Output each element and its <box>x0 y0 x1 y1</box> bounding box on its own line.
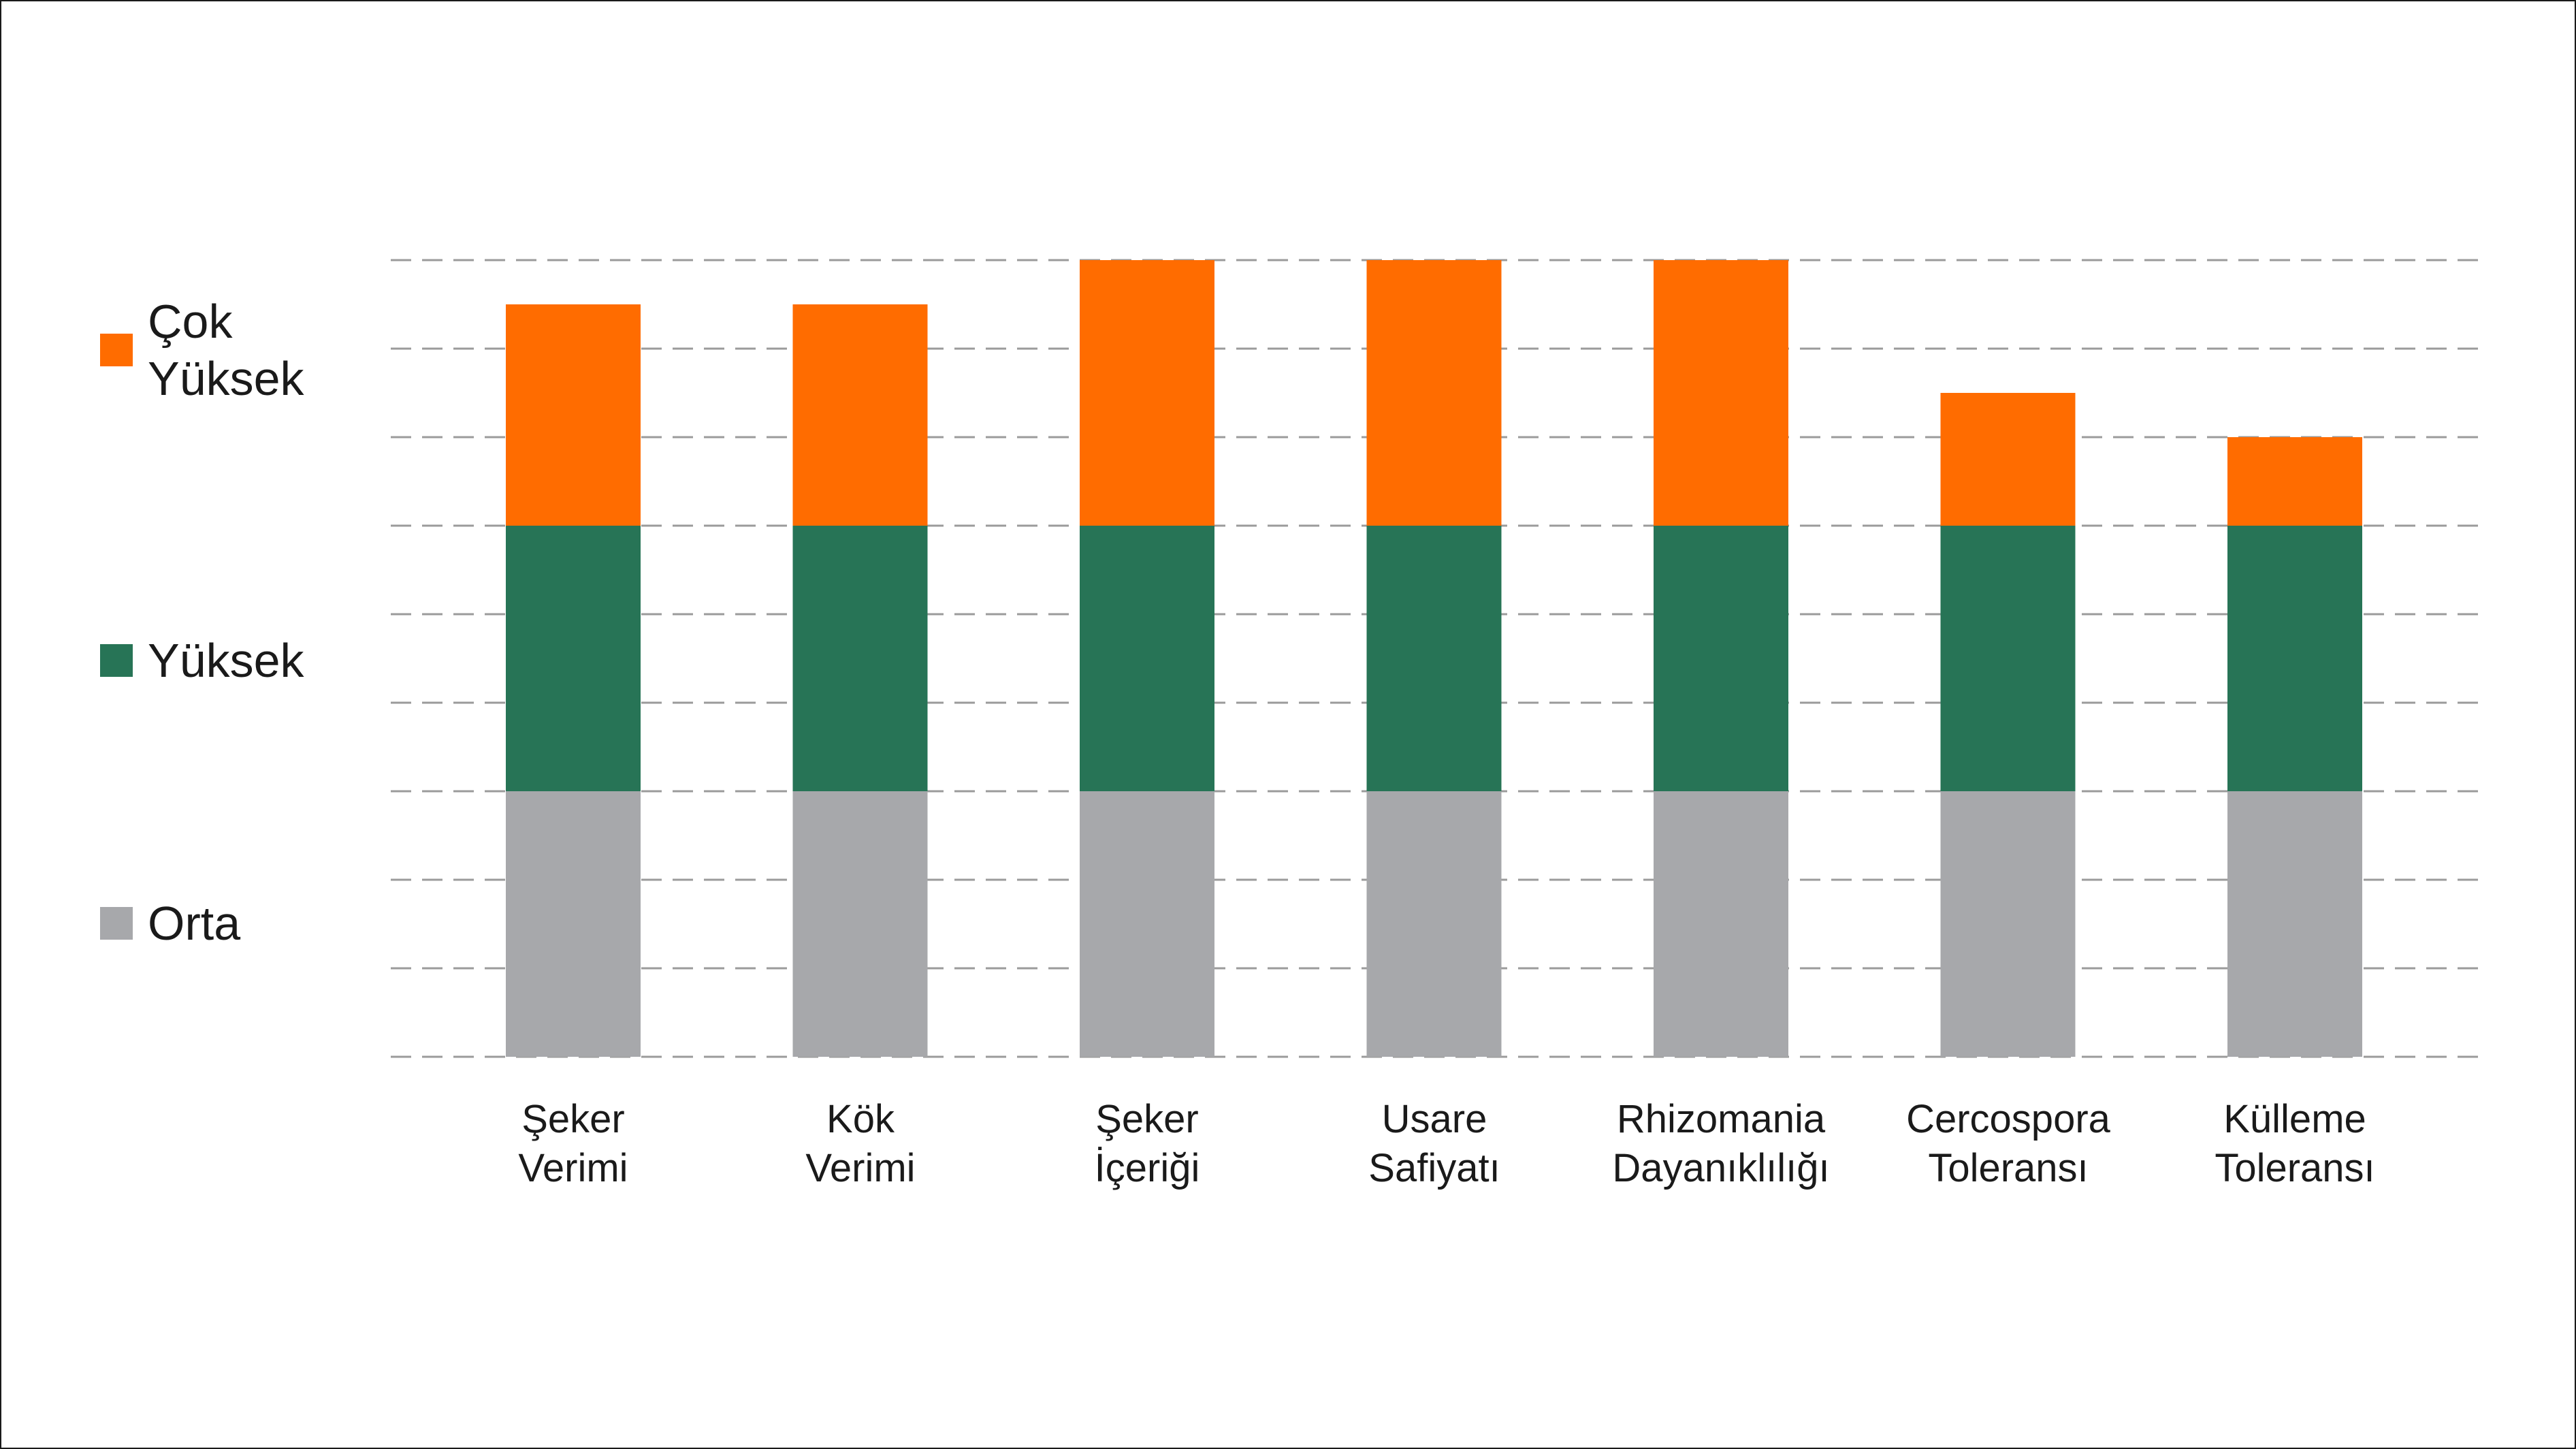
x-tick-label: Rhizomania Dayanıklılığı <box>1612 1097 1830 1190</box>
bar-segment-cok-yuksek <box>1366 260 1502 526</box>
bar-segment-cok-yuksek <box>1654 260 1788 526</box>
bar-segment-cok-yuksek <box>2227 437 2362 526</box>
bar-segment-cok-yuksek <box>506 304 641 526</box>
legend-item-cok-yuksek: Çok Yüksek <box>100 293 304 407</box>
x-tick-label: Usare Safiyatı <box>1368 1097 1500 1190</box>
bar-segment-orta <box>506 791 641 1057</box>
bar-segment-orta <box>1654 791 1788 1057</box>
bar-segment-yuksek <box>506 526 641 791</box>
x-tick-label: Şeker İçeriği <box>1094 1097 1200 1190</box>
legend-swatch-yuksek <box>100 644 133 677</box>
bar-segment-cok-yuksek <box>792 304 928 526</box>
x-tick-label: Kök Verimi <box>805 1097 916 1190</box>
legend-swatch-orta <box>100 907 133 940</box>
legend-label-yuksek: Yüksek <box>148 634 304 687</box>
bar-segment-yuksek <box>1366 526 1502 791</box>
legend-item-yuksek: Yüksek <box>100 632 304 689</box>
legend-item-orta: Orta <box>100 895 240 952</box>
bar-segment-orta <box>1080 791 1214 1057</box>
bar-segment-orta <box>2227 791 2362 1057</box>
bar-segment-yuksek <box>1940 526 2076 791</box>
bar-segment-orta <box>1366 791 1502 1057</box>
bar-segment-yuksek <box>792 526 928 791</box>
bar-segment-yuksek <box>1080 526 1214 791</box>
bar-segment-yuksek <box>2227 526 2362 791</box>
x-tick-label: Cercospora Toleransı <box>1906 1097 2110 1190</box>
bar-segment-cok-yuksek <box>1080 260 1214 526</box>
bar-segment-orta <box>1940 791 2076 1057</box>
legend-swatch-cok-yuksek <box>100 334 133 366</box>
bar-segment-yuksek <box>1654 526 1788 791</box>
x-tick-label: Şeker Verimi <box>518 1097 628 1190</box>
bar-segment-cok-yuksek <box>1940 393 2076 526</box>
legend-label-orta: Orta <box>148 897 241 950</box>
legend-label-cok-yuksek: Çok Yüksek <box>148 295 304 405</box>
bar-stacks <box>506 260 2362 1057</box>
bar-segment-orta <box>792 791 928 1057</box>
x-tick-label: Külleme Toleransı <box>2215 1097 2375 1190</box>
